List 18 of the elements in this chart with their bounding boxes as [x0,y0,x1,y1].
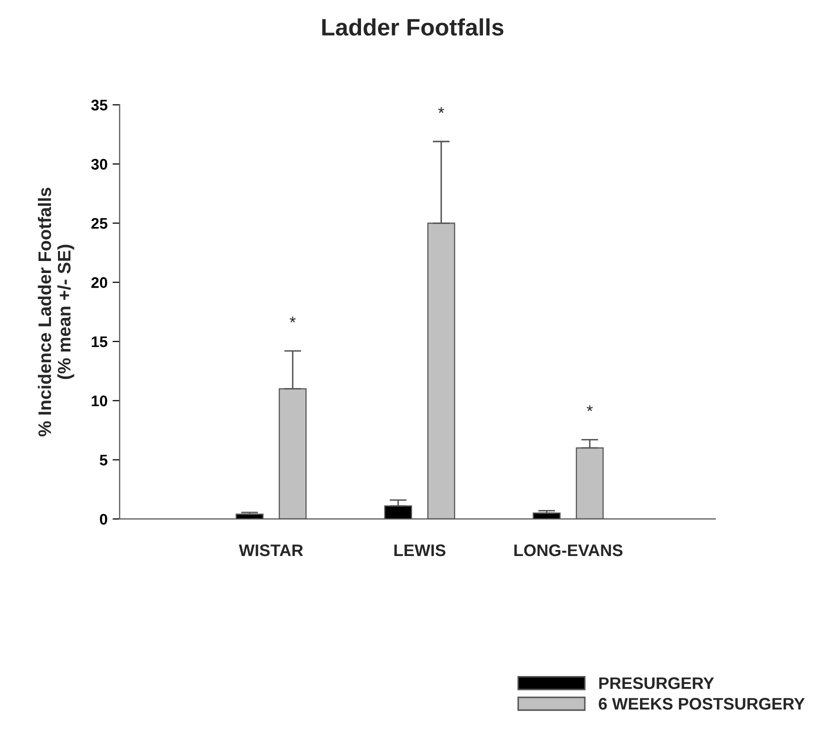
chart-title: Ladder Footfalls [322,18,504,36]
annotation: * [290,316,296,322]
x-tick-label: WISTAR [238,544,304,556]
legend-label: 6 WEEKS POSTSURGERY [598,698,805,710]
y-tick-label: 30 [91,158,108,170]
y-tick-label: 20 [91,277,108,288]
y-tick-label: 10 [92,396,108,406]
y-tick-label: 25 [91,218,108,229]
y-tick-label: 5 [100,454,108,466]
annotation: * [586,405,593,412]
legend-label: PRESURGERY [599,677,714,690]
y-axis-title: % Incidence Ladder Footfalls (% mean +/- SE) [38,188,74,436]
x-tick-label: LONG-EVANS [514,544,623,556]
annotation: * [438,107,444,113]
x-tick-label: LEWIS [394,544,446,556]
y-tick-label: 15 [92,336,108,348]
y-tick-label: 35 [91,100,108,111]
y-tick-label: 0 [100,514,108,525]
